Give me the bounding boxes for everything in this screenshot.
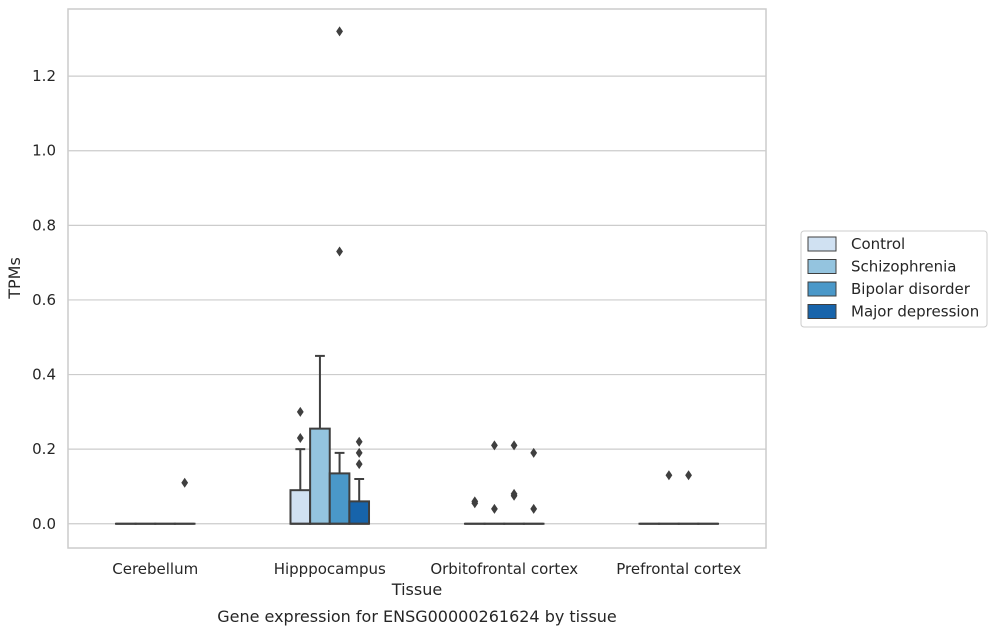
y-tick-label: 1.2 (32, 67, 56, 85)
legend-label: Control (851, 235, 905, 253)
x-tick-label: Cerebellum (112, 560, 198, 578)
x-tick-label: Hipppocampus (274, 560, 386, 578)
box-control (290, 490, 310, 524)
y-tick-label: 1.0 (32, 142, 56, 160)
y-tick-label: 0.8 (32, 216, 56, 234)
y-tick-label: 0.4 (32, 366, 56, 384)
chart-caption: Gene expression for ENSG00000261624 by t… (217, 607, 617, 626)
box-major-depression (349, 501, 369, 523)
y-tick-label: 0.6 (32, 291, 56, 309)
plot-background (68, 9, 766, 548)
box-schizophrenia (310, 429, 330, 524)
x-tick-label: Orbitofrontal cortex (430, 560, 578, 578)
y-tick-label: 0.0 (32, 515, 56, 533)
y-tick-labels: 0.0 0.2 0.4 0.6 0.8 1.0 1.2 (32, 67, 56, 533)
y-tick-label: 0.2 (32, 440, 56, 458)
x-axis-label: Tissue (391, 580, 442, 599)
x-tick-labels: Cerebellum Hipppocampus Orbitofrontal cort… (112, 560, 741, 578)
legend-label: Bipolar disorder (851, 280, 971, 298)
y-axis-label: TPMs (5, 257, 24, 300)
legend-label: Schizophrenia (851, 258, 956, 276)
legend-swatch (808, 260, 836, 274)
legend: Control Schizophrenia Bipolar disorder Majo… (801, 231, 987, 327)
x-tick-label: Prefrontal cortex (616, 560, 741, 578)
box-bipolar-disorder (330, 473, 350, 523)
legend-swatch (808, 282, 836, 296)
legend-label: Major depression (851, 303, 979, 321)
legend-swatch (808, 237, 836, 251)
legend-swatch (808, 305, 836, 319)
